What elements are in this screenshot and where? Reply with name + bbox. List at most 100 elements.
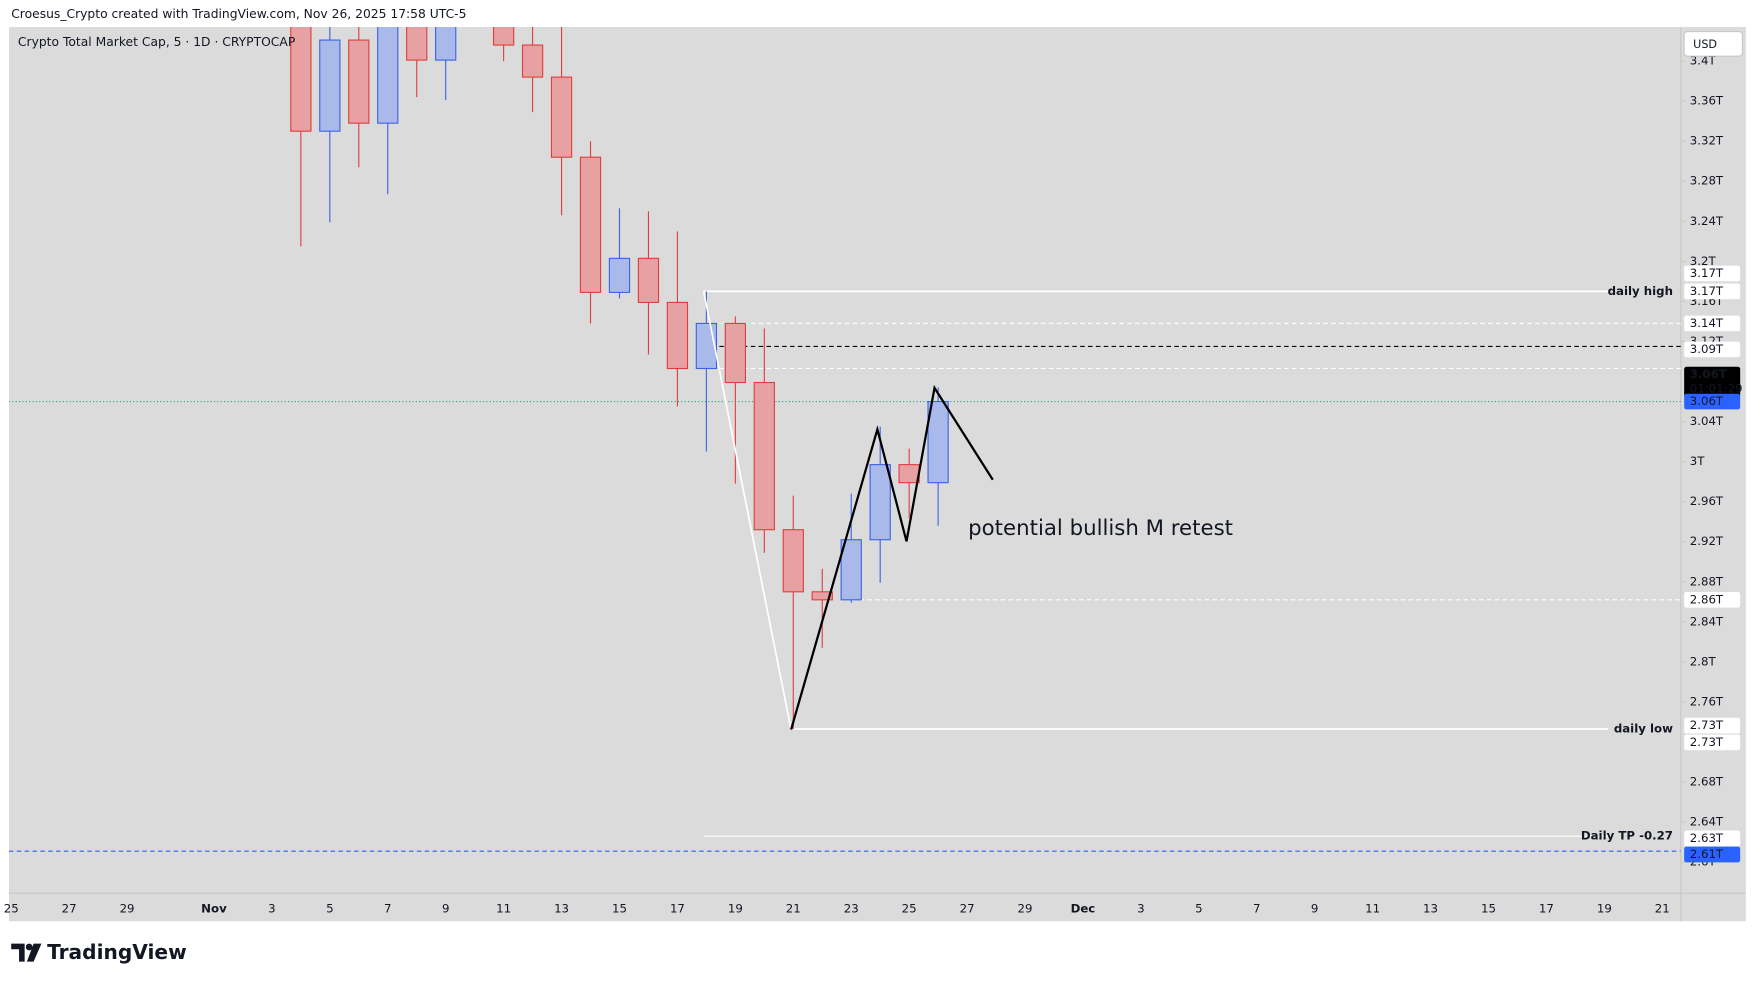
candle-body [695, 322, 718, 370]
header: Croesus_Crypto created with TradingView.… [11, 7, 466, 21]
x-tick-label: Nov [201, 901, 227, 915]
x-tick-label: 3 [1137, 901, 1144, 915]
price-label-box [1684, 717, 1741, 734]
trend-line [702, 291, 792, 730]
x-tick-label: 13 [554, 901, 569, 915]
y-tick-label: 3.32T [1690, 134, 1724, 148]
currency-box[interactable] [1683, 30, 1743, 57]
y-tick-label: 3.28T [1690, 174, 1724, 188]
drawings [702, 291, 994, 730]
y-tick-label: 2.92T [1690, 534, 1724, 548]
currency[interactable]: USD [1693, 38, 1717, 51]
y-tick-label: 3.24T [1690, 214, 1724, 228]
price-label-box [1684, 830, 1741, 847]
x-tick-label: 7 [384, 901, 391, 915]
price-label-box [1684, 283, 1741, 300]
x-tick-label: 29 [120, 901, 135, 915]
price-label: 3.06T [1690, 394, 1724, 408]
candle-body [406, 27, 428, 61]
candle-body [465, 0, 485, 11]
price-axis: 3.4T3.36T3.32T3.28T3.24T3.2T3.16T3.12T3.… [1680, 54, 1743, 869]
y-tick-label: 3.04T [1690, 414, 1724, 428]
x-tick-label: 15 [1481, 901, 1496, 915]
x-tick-label: 15 [612, 901, 627, 915]
y-tick-label: 3.36T [1690, 94, 1724, 108]
price-label: 2.73T [1690, 735, 1724, 749]
x-tick-label: 3 [268, 901, 275, 915]
level-label: daily low [1614, 721, 1673, 735]
x-tick-label: 13 [1423, 901, 1438, 915]
x-tick-label: 25 [4, 901, 19, 915]
logo-icon [25, 943, 33, 951]
y-tick-label: 2.76T [1690, 694, 1724, 708]
y-tick-label: 2.8T [1690, 654, 1717, 668]
price-label-box [1684, 591, 1741, 608]
x-tick-label: 17 [670, 901, 685, 915]
candle-body [290, 27, 312, 132]
y-tick-label: 3.4T [1690, 54, 1717, 68]
candle-body [348, 39, 370, 124]
candles [290, 0, 949, 729]
candle-body [550, 76, 573, 158]
price-label: 2.86T [1690, 592, 1724, 606]
price-label: 2.73T [1690, 718, 1724, 732]
x-tick-label: 19 [728, 901, 743, 915]
x-tick-label: 11 [496, 901, 511, 915]
candle-body [898, 464, 920, 484]
x-tick-label: 29 [1018, 901, 1033, 915]
y-tick-label: 3.2T [1690, 254, 1717, 268]
level-label: Daily TP -0.27 [1581, 829, 1673, 843]
price-label: 3.09T [1690, 342, 1724, 356]
chart-title: Crypto Total Market Cap, 5 · 1D · CRYPTO… [18, 35, 295, 49]
price-label: 3.06T [1690, 367, 1727, 381]
candle-body [377, 27, 399, 124]
y-tick-label: 2.64T [1690, 815, 1724, 829]
x-tick-label: 25 [902, 901, 917, 915]
price-label-box [1684, 734, 1741, 751]
candle-body [435, 27, 457, 61]
price-label-box [1684, 341, 1741, 358]
candle-body [869, 464, 891, 541]
candle-body [637, 257, 660, 303]
x-tick-label: 19 [1597, 901, 1612, 915]
logo-icon [26, 943, 42, 962]
y-tick-label: 2.88T [1690, 574, 1724, 588]
x-tick-label: 27 [62, 901, 77, 915]
levels: daily high daily low Daily TP -0.27 [8, 284, 1681, 852]
time-axis: 25 27 29 Nov 3 5 7 9 11 13 15 17 19 21 23 25 27 29 Dec 3 5 7 9… [4, 901, 1670, 915]
candle-body [811, 591, 833, 601]
brand-logo [11, 943, 42, 962]
x-tick-label: Dec [1071, 901, 1096, 915]
x-tick-label: 21 [786, 901, 801, 915]
x-tick-label: 5 [326, 901, 333, 915]
y-tick-label: 3T [1690, 454, 1705, 468]
x-tick-label: 27 [960, 901, 975, 915]
x-tick-label: 11 [1365, 901, 1380, 915]
annotation: potential bullish M retest [968, 516, 1233, 541]
price-label-box [1684, 265, 1741, 282]
candle-body [492, 27, 515, 46]
candle-body [840, 539, 862, 601]
price-label: 2.61T [1690, 847, 1724, 861]
candle-body [319, 39, 341, 132]
price-label-box [1684, 315, 1741, 332]
y-tick-label: 2.84T [1690, 614, 1724, 628]
price-label-box [1684, 366, 1741, 398]
x-tick-label: 17 [1539, 901, 1554, 915]
x-tick-label: 7 [1253, 901, 1260, 915]
x-tick-label: 21 [1655, 901, 1670, 915]
x-tick-label: 9 [1311, 901, 1318, 915]
countdown: 01:01:29 [1690, 382, 1743, 396]
candle-body [782, 529, 804, 593]
price-label: 3.17T [1690, 284, 1724, 298]
y-tick-label: 2.68T [1690, 775, 1724, 789]
x-tick-label: 9 [442, 901, 449, 915]
price-label: 2.63T [1690, 831, 1724, 845]
candle-body [927, 400, 949, 484]
candle-body [579, 156, 602, 293]
price-label-box [1684, 393, 1741, 410]
m-pattern [790, 384, 994, 730]
level-label: daily high [1608, 284, 1673, 298]
price-label: 3.14T [1690, 316, 1724, 330]
